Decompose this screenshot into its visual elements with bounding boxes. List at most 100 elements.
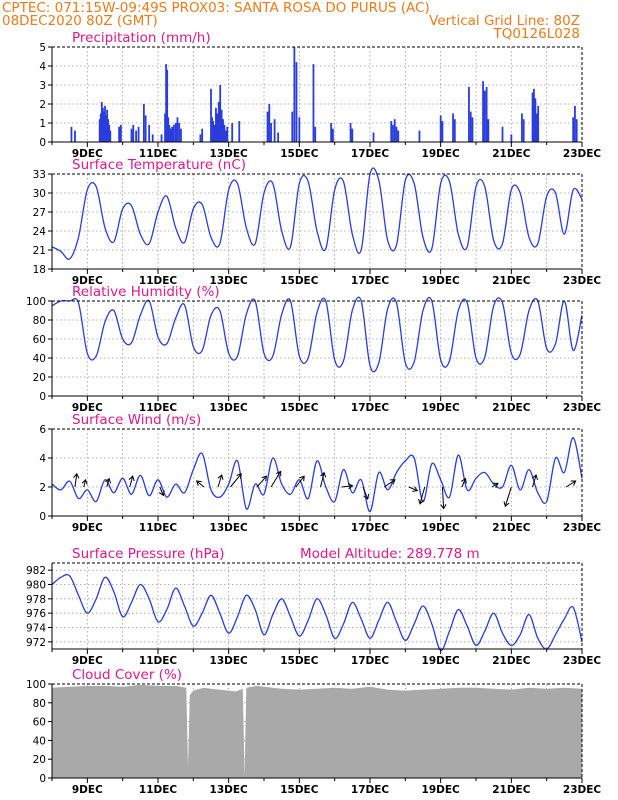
x-tick-label: 17DEC <box>351 522 390 534</box>
x-tick-label: 15DEC <box>280 402 319 414</box>
wind-arrow-shaft <box>320 472 325 488</box>
x-tick-label: 23DEC <box>563 402 602 414</box>
x-tick-label: 13DEC <box>210 275 249 287</box>
y-tick-label: 974 <box>26 623 46 635</box>
x-tick-label: 15DEC <box>280 784 319 796</box>
y-tick-label: 980 <box>26 580 46 592</box>
precip-bar <box>395 126 398 142</box>
x-tick-label: 19DEC <box>422 522 461 534</box>
y-tick-label: 27 <box>33 207 46 219</box>
x-tick-label: 17DEC <box>351 148 390 160</box>
precip-bar <box>273 119 276 142</box>
wind-arrow-head <box>320 471 327 478</box>
wind-arrow <box>491 482 499 489</box>
x-tick-label: 9DEC <box>72 275 103 287</box>
y-tick-label: 1 <box>39 118 46 130</box>
wind-arrow-head <box>461 477 467 484</box>
wind-arrow-head <box>299 475 305 482</box>
wind-arrow-shaft <box>129 476 134 488</box>
y-tick-label: 20 <box>33 754 46 766</box>
x-tick-label: 21DEC <box>492 655 531 667</box>
y-tick-label: 40 <box>33 735 46 747</box>
precip-bar <box>295 62 298 143</box>
x-tick-label: 15DEC <box>280 522 319 534</box>
wind-arrow-head <box>532 474 538 480</box>
precip-bar <box>135 130 137 142</box>
y-tick-label: 2 <box>39 99 46 111</box>
wind-arrow-shaft <box>565 480 576 488</box>
wind-arrow-shaft <box>270 471 282 488</box>
precip-bar <box>314 126 317 142</box>
wind-arrow-shaft <box>419 486 426 504</box>
wind-arrow <box>195 480 205 488</box>
y-tick-label: 100 <box>26 679 46 691</box>
precip-bar <box>534 98 537 142</box>
wind-arrow-head <box>128 475 135 482</box>
precip-bar <box>219 85 222 142</box>
wind-arrow <box>217 474 224 488</box>
wind-arrow-head <box>570 480 577 486</box>
precip-bar <box>148 124 151 142</box>
y-tick-label: 6 <box>39 424 46 436</box>
precip-bar <box>168 124 171 142</box>
y-tick-label: 21 <box>33 245 46 257</box>
precip-bar <box>332 128 334 142</box>
wind-arrow-shaft <box>362 486 369 500</box>
cloud-cover-title: Cloud Cover (%) <box>72 667 182 683</box>
precip-bar <box>452 113 454 142</box>
precip-bar <box>98 119 101 142</box>
precip-bar <box>213 124 216 142</box>
y-tick-label: 0 <box>39 137 46 149</box>
precip-bar <box>120 124 122 142</box>
precip-bar <box>105 115 107 142</box>
header-grid-line: Vertical Grid Line: 80Z <box>429 13 580 29</box>
wind-arrow <box>158 486 165 497</box>
y-tick-label: 2 <box>39 482 46 494</box>
cloud-cover-area <box>52 684 582 778</box>
precip-bar <box>531 92 534 142</box>
x-tick-label: 9DEC <box>72 148 103 160</box>
x-tick-label: 13DEC <box>210 522 249 534</box>
precip-bar <box>537 105 540 142</box>
x-tick-label: 15DEC <box>280 148 319 160</box>
wind-arrow <box>320 471 327 488</box>
precip-bar <box>108 124 111 142</box>
precip-bar <box>231 123 234 142</box>
pressure-title: Surface Pressure (hPa) <box>72 546 225 562</box>
wind-arrow <box>461 477 467 488</box>
x-tick-label: 9DEC <box>72 522 103 534</box>
x-tick-label: 13DEC <box>210 655 249 667</box>
precip-bar <box>441 121 444 142</box>
precip-bar <box>106 109 109 142</box>
precip-bar <box>485 86 488 142</box>
wind-series-line <box>51 437 583 513</box>
precip-bar <box>330 123 333 142</box>
header-model: TQ0126L028 <box>492 26 580 42</box>
precip-bar <box>572 117 575 142</box>
x-tick-label: 23DEC <box>563 522 602 534</box>
precip-bar <box>151 134 154 142</box>
x-tick-label: 11DEC <box>139 402 178 414</box>
y-tick-label: 4 <box>39 61 46 73</box>
y-tick-label: 60 <box>33 717 46 729</box>
wind-arrow-head <box>347 483 354 490</box>
wind-arrow <box>295 475 305 488</box>
y-tick-label: 24 <box>33 226 47 238</box>
precip-bar <box>293 47 296 142</box>
y-tick-label: 0 <box>39 391 46 403</box>
x-tick-label: 11DEC <box>139 148 178 160</box>
precip-bar <box>217 102 220 142</box>
wind-arrow-shaft <box>491 482 499 488</box>
wind-arrow <box>362 486 370 500</box>
precip-bar <box>216 113 219 142</box>
wind-arrow <box>81 478 88 488</box>
precip-bar <box>166 69 169 142</box>
x-tick-label: 15DEC <box>280 275 319 287</box>
wind-arrow-head <box>418 498 425 505</box>
y-tick-label: 80 <box>33 698 46 710</box>
wind-arrow-shaft <box>230 473 242 488</box>
precip-bar <box>266 111 269 142</box>
y-tick-label: 40 <box>33 353 46 365</box>
wind-arrow <box>270 470 282 488</box>
